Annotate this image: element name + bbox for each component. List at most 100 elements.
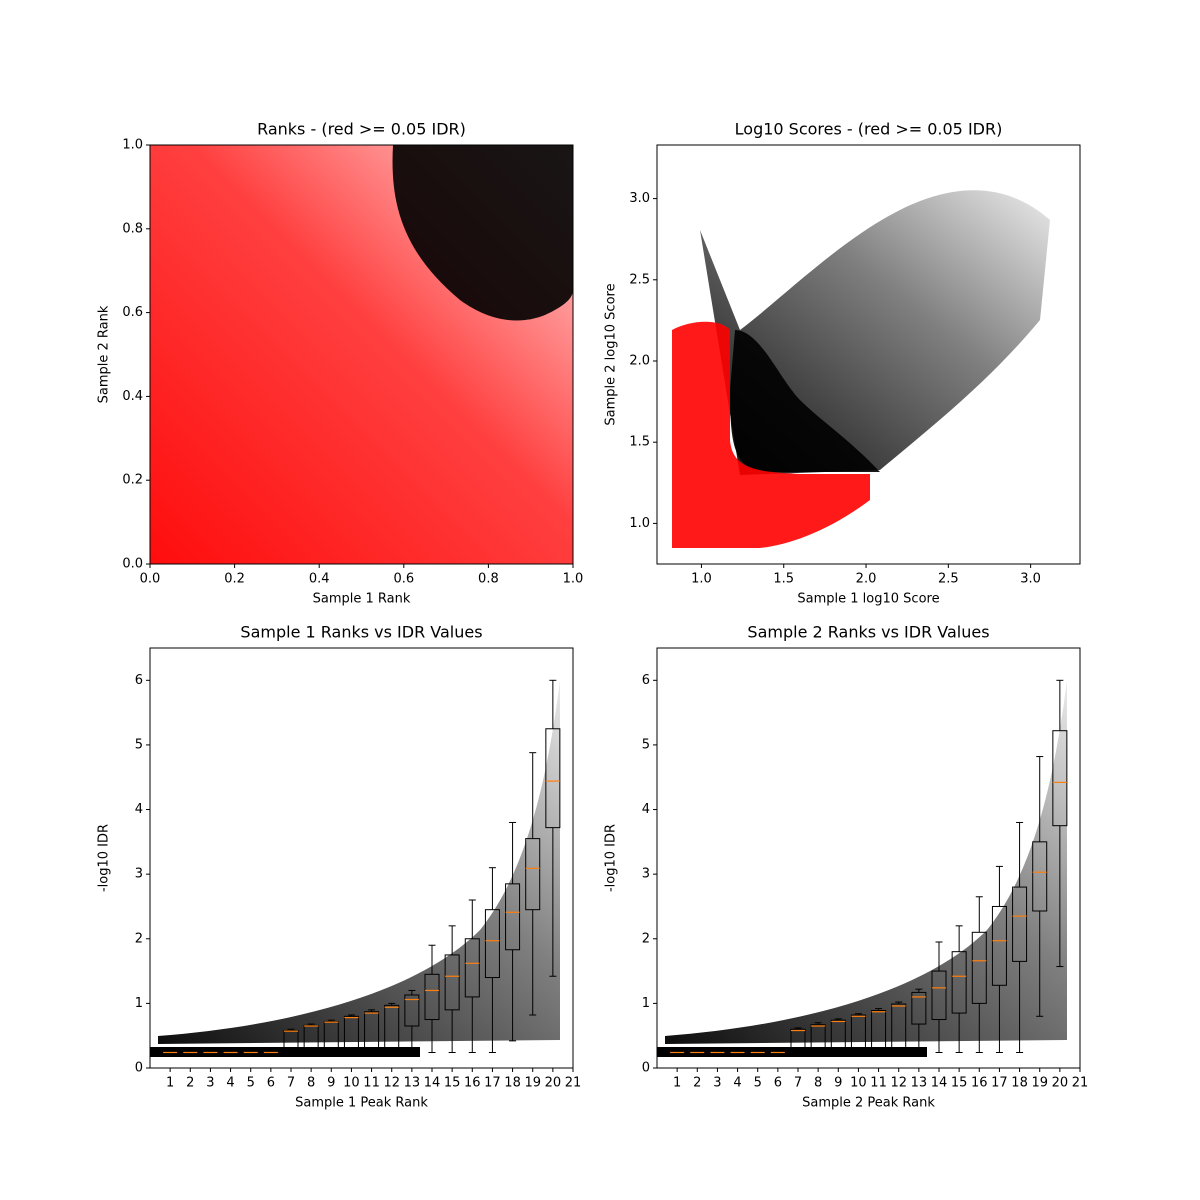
x-tick-label: 14 <box>931 1076 948 1091</box>
y-tick-label: 0.4 <box>122 389 143 404</box>
x-tick-label: 20 <box>1052 1076 1069 1091</box>
x-tick-label: 11 <box>363 1076 380 1091</box>
x-tick-label: 18 <box>1011 1076 1028 1091</box>
x-tick-label: 12 <box>383 1076 400 1091</box>
y-tick-label: 0.0 <box>122 557 143 572</box>
x-tick-label: 0.2 <box>224 572 245 587</box>
box <box>545 728 561 829</box>
boxplots <box>669 679 1068 1054</box>
x-tick-label: 15 <box>444 1076 461 1091</box>
x-tick-label: 10 <box>850 1076 867 1091</box>
x-tick-label: 2.5 <box>938 572 959 587</box>
y-tick-label: 3.0 <box>629 191 650 206</box>
box <box>931 970 947 1021</box>
box <box>1012 886 1028 962</box>
y-tick-label: 5 <box>135 737 143 752</box>
x-tick-label: 1.0 <box>691 572 712 587</box>
x-tick-label: 10 <box>343 1076 360 1091</box>
axes-frame <box>149 647 574 1069</box>
x-tick-label: 1 <box>673 1076 681 1091</box>
chart-title: Sample 1 Ranks vs IDR Values <box>240 623 482 642</box>
y-tick-label: 2.5 <box>629 272 650 287</box>
x-tick-label: 12 <box>890 1076 907 1091</box>
x-axis-label: Sample 1 Rank <box>313 592 411 607</box>
box <box>850 1014 866 1053</box>
y-tick-label: 0 <box>135 1061 143 1076</box>
x-tick-label: 9 <box>834 1076 842 1091</box>
x-tick-label: 0.6 <box>393 572 414 587</box>
x-tick-label: 2 <box>693 1076 701 1091</box>
box <box>323 1020 339 1053</box>
y-axis-label: Sample 2 Rank <box>97 305 112 403</box>
x-tick-label: 1 <box>166 1076 174 1091</box>
x-tick-label: 4 <box>226 1076 234 1091</box>
x-tick-label: 3 <box>713 1076 721 1091</box>
x-tick-label: 5 <box>247 1076 255 1091</box>
chart-title: Ranks - (red >= 0.05 IDR) <box>257 120 466 139</box>
box <box>484 909 500 979</box>
y-tick-label: 2 <box>642 931 650 946</box>
y-tick-label: 4 <box>642 802 650 817</box>
chart-title: Log10 Scores - (red >= 0.05 IDR) <box>735 120 1003 139</box>
y-tick-label: 6 <box>135 673 143 688</box>
y-tick-label: 1 <box>135 996 143 1011</box>
box <box>810 1024 826 1053</box>
axes-frame <box>149 144 574 565</box>
box <box>404 994 420 1027</box>
x-tick-label: 17 <box>991 1076 1008 1091</box>
x-tick-label: 0.0 <box>140 572 161 587</box>
x-tick-label: 2.0 <box>856 572 877 587</box>
y-axis-label: -log10 IDR <box>604 824 619 892</box>
x-tick-label: 16 <box>464 1076 481 1091</box>
x-tick-label: 6 <box>267 1076 275 1091</box>
box <box>1032 841 1048 912</box>
y-axis-label: Sample 2 log10 Score <box>604 283 619 425</box>
x-tick-label: 18 <box>504 1076 521 1091</box>
y-tick-label: 3 <box>135 867 143 882</box>
x-tick-label: 14 <box>424 1076 441 1091</box>
x-tick-label: 19 <box>524 1076 541 1091</box>
x-tick-label: 3 <box>206 1076 214 1091</box>
y-tick-label: 6 <box>642 673 650 688</box>
x-tick-label: 0.8 <box>478 572 499 587</box>
box <box>1052 730 1068 827</box>
box <box>343 1015 359 1053</box>
y-tick-label: 0 <box>642 1061 650 1076</box>
x-tick-label: 21 <box>565 1076 582 1091</box>
point-cloud <box>150 680 560 1057</box>
box <box>830 1019 846 1053</box>
y-tick-label: 1.5 <box>629 435 650 450</box>
box <box>384 1004 400 1050</box>
y-tick-label: 0.8 <box>122 221 143 236</box>
x-tick-label: 15 <box>951 1076 968 1091</box>
box <box>911 991 927 1025</box>
box <box>283 1030 299 1053</box>
x-axis-label: Sample 1 log10 Score <box>797 592 939 607</box>
y-tick-label: 0.2 <box>122 473 143 488</box>
x-axis-label: Sample 1 Peak Rank <box>295 1096 428 1111</box>
x-tick-label: 7 <box>794 1076 802 1091</box>
point-cloud <box>150 145 573 564</box>
y-tick-label: 1.0 <box>629 516 650 531</box>
x-tick-label: 19 <box>1031 1076 1048 1091</box>
x-tick-label: 2 <box>186 1076 194 1091</box>
box <box>464 938 480 998</box>
x-tick-label: 1.5 <box>773 572 794 587</box>
x-tick-label: 7 <box>287 1076 295 1091</box>
y-tick-label: 4 <box>135 802 143 817</box>
x-axis-label: Sample 2 Peak Rank <box>802 1096 935 1111</box>
y-tick-label: 1 <box>642 996 650 1011</box>
x-tick-label: 0.4 <box>309 572 330 587</box>
x-tick-label: 9 <box>327 1076 335 1091</box>
point-cloud <box>657 680 1067 1057</box>
y-tick-label: 2 <box>135 931 143 946</box>
x-tick-label: 17 <box>484 1076 501 1091</box>
axes-frame <box>656 647 1081 1069</box>
box <box>444 954 460 1011</box>
x-tick-label: 21 <box>1072 1076 1089 1091</box>
x-tick-label: 6 <box>774 1076 782 1091</box>
x-tick-label: 13 <box>911 1076 928 1091</box>
box <box>364 1011 380 1052</box>
box <box>303 1024 319 1053</box>
